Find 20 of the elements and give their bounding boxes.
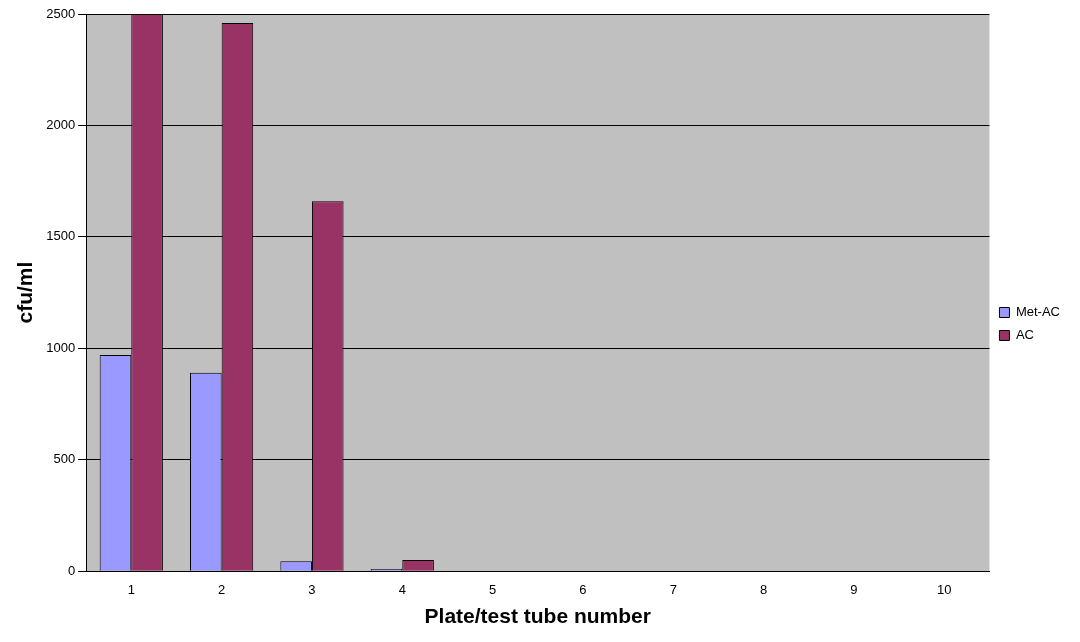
x-tick-label: 5 [489, 581, 497, 597]
x-tick-label: 1 [127, 581, 135, 597]
x-tick-label: 8 [759, 581, 768, 597]
x-tick-label: 6 [579, 581, 587, 597]
x-tick-label: 7 [669, 581, 677, 597]
y-tick-label: 2000 [46, 117, 76, 133]
x-tick-label: 10 [937, 581, 952, 597]
legend-label: AC [1015, 327, 1034, 343]
y-axis-title: cfu/ml [13, 261, 37, 324]
x-tick-label: 9 [850, 581, 858, 597]
legend-label: Met-AC [1015, 304, 1060, 320]
x-tick-label: 3 [308, 581, 316, 597]
y-tick-label: 1000 [46, 339, 76, 355]
x-tick-label: 2 [218, 581, 226, 597]
x-tick-label: 4 [398, 581, 406, 597]
y-tick-label: 2500 [46, 5, 76, 21]
y-tick-label: 500 [53, 451, 76, 467]
y-tick-label: 0 [67, 562, 76, 578]
x-axis-title: Plate/test tube number [424, 604, 651, 628]
y-tick-label: 1500 [46, 228, 76, 244]
